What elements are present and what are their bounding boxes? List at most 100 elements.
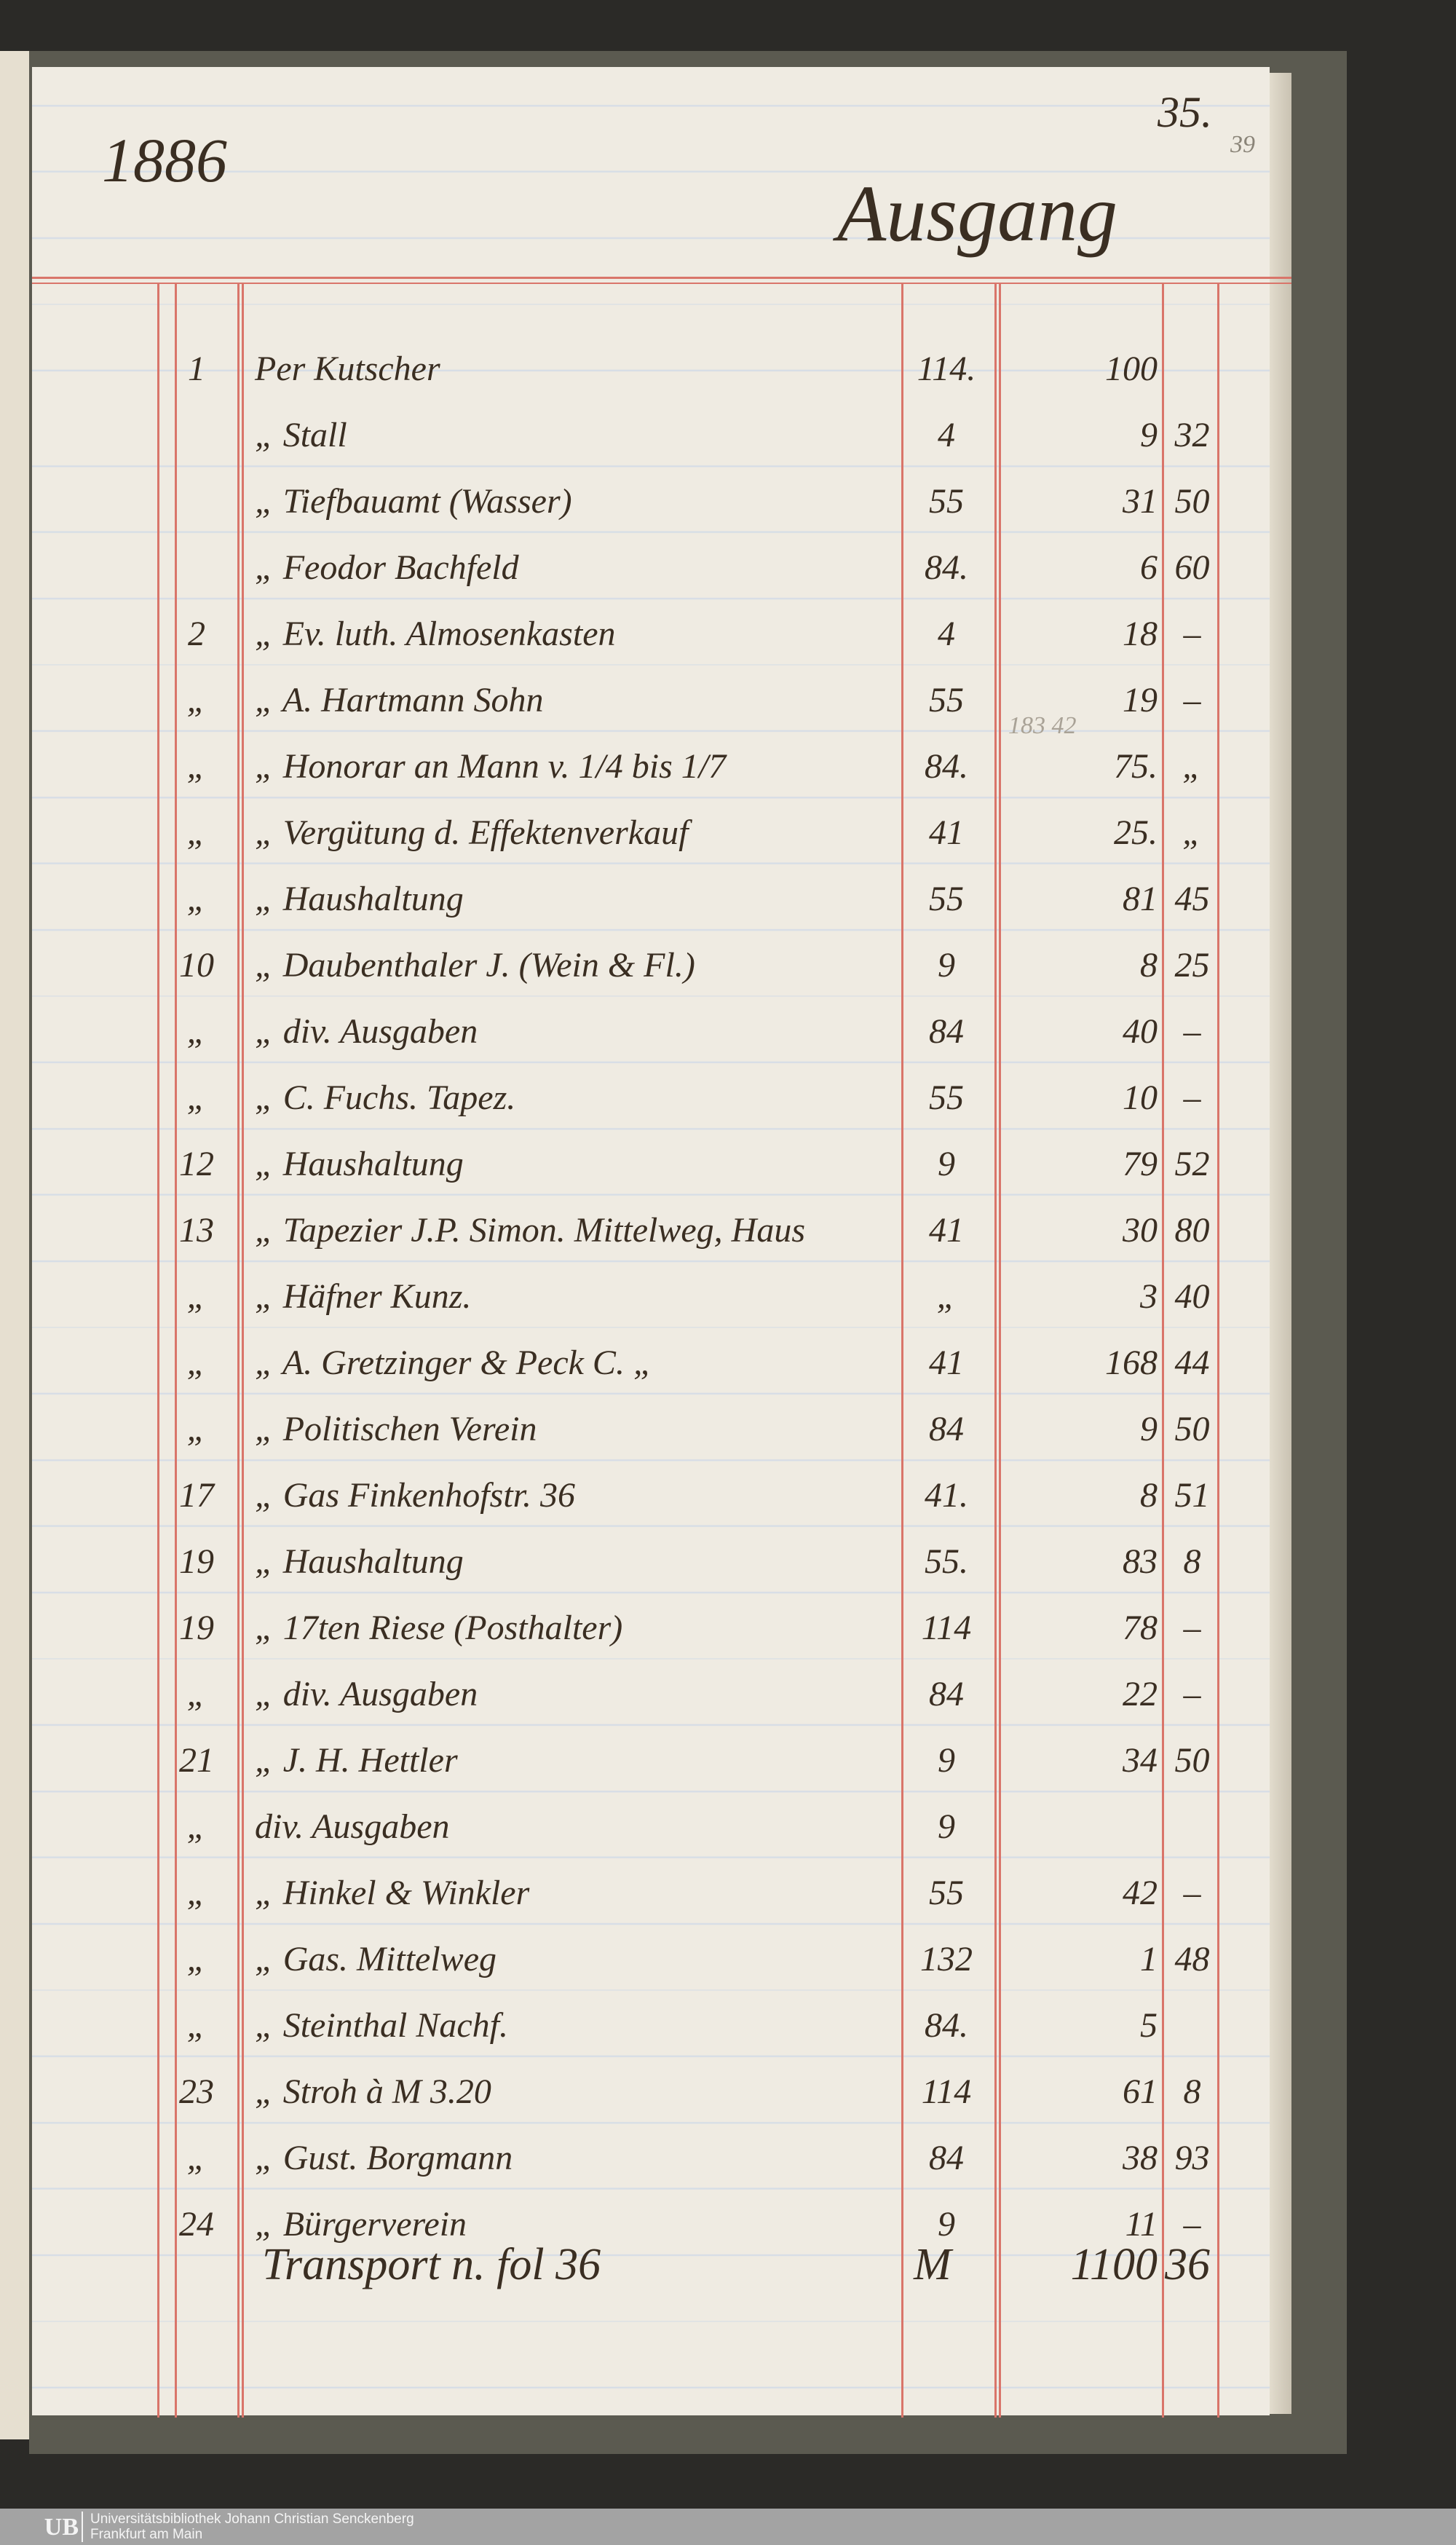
row-pfennig: 50 [1174, 1410, 1210, 1448]
header-rule-2 [32, 283, 1291, 284]
ledger-row: „ „ Steinthal Nachf. 84. 5 [0, 1990, 1281, 2056]
row-marks: 100 [1105, 350, 1158, 388]
ledger-row: 17 „ Gas Finkenhofstr. 36 41. 8 51 [0, 1460, 1281, 1526]
row-folio: 55. [925, 1542, 968, 1581]
row-description: „ Honorar an Mann v. 1/4 bis 1/7 [255, 747, 727, 786]
row-date: 2 [188, 615, 205, 653]
row-folio: 9 [938, 946, 955, 985]
row-pfennig: 25 [1174, 946, 1210, 985]
ledger-row: 1 Per Kutscher 114. 100 [0, 334, 1281, 400]
ledger-row: „ „ div. Ausgaben 84 22– [0, 1659, 1281, 1725]
row-marks: 22 [1123, 1675, 1158, 1713]
column-rule [242, 284, 244, 2418]
row-pfennig: 48 [1174, 1940, 1210, 1978]
transport-currency: M [914, 2240, 951, 2289]
library-logo: UB [4, 2512, 83, 2542]
row-pfennig: 50 [1174, 482, 1210, 521]
column-rule [157, 284, 159, 2418]
ledger-row: 10 „ Daubenthaler J. (Wein & Fl.) 9 8 25 [0, 930, 1281, 996]
row-marks: 1 [1140, 1940, 1158, 1978]
row-marks: 79 [1123, 1145, 1158, 1183]
row-date: 19 [179, 1542, 214, 1581]
ledger-row: „ „ Häfner Kunz. „ 3 40 [0, 1261, 1281, 1327]
row-date: „ [186, 1410, 207, 1448]
row-pfennig: – [1183, 1675, 1201, 1713]
row-date: 10 [179, 946, 214, 985]
row-folio: 132 [920, 1940, 973, 1978]
row-folio: 84 [929, 1675, 964, 1713]
row-folio: 41 [929, 1211, 964, 1250]
row-description: „ Haushaltung [255, 880, 464, 918]
row-description: „ Hinkel & Winkler [255, 1874, 530, 1912]
row-date: 13 [179, 1211, 214, 1250]
row-description: „ Feodor Bachfeld [255, 548, 519, 587]
row-folio: 4 [938, 615, 955, 653]
row-pfennig: – [1183, 1078, 1201, 1117]
row-description: „ Steinthal Nachf. [255, 2006, 508, 2045]
row-folio: 55 [929, 880, 964, 918]
row-pfennig: 8 [1183, 2072, 1201, 2111]
row-description: div. Ausgaben [255, 1807, 450, 1846]
ledger-row: „ „ A. Hartmann Sohn 55 19– [0, 665, 1281, 731]
row-description: „ Bürgerverein [255, 2205, 467, 2244]
row-marks: 6 [1140, 548, 1158, 587]
ledger-row: „ „ Hinkel & Winkler 55 42– [0, 1858, 1281, 1924]
row-date: 1 [188, 350, 205, 388]
row-description: „ Politischen Verein [255, 1410, 537, 1448]
ledger-row: „ „ Gas. Mittelweg 132 1 48 [0, 1924, 1281, 1990]
column-rule [1217, 284, 1219, 2418]
row-description: „ A. Hartmann Sohn [255, 681, 544, 719]
row-description: „ div. Ausgaben [255, 1675, 478, 1713]
row-marks: 168 [1105, 1343, 1158, 1382]
row-date: „ [186, 1343, 207, 1382]
column-rule [901, 284, 903, 2418]
row-folio: 9 [938, 1741, 955, 1780]
pencil-note: 183 42 [1008, 712, 1077, 739]
row-folio: 55 [929, 1874, 964, 1912]
row-marks: 31 [1123, 482, 1158, 521]
ledger-row: „ „ C. Fuchs. Tapez. 55 10– [0, 1062, 1281, 1129]
row-folio: 55 [929, 482, 964, 521]
row-date: „ [186, 2006, 207, 2045]
row-date: „ [186, 1807, 207, 1846]
row-folio: 41 [929, 813, 964, 852]
row-description: „ Stall [255, 416, 347, 454]
row-folio: 4 [938, 416, 955, 454]
row-folio: 114. [917, 350, 976, 388]
row-pfennig: – [1183, 1012, 1201, 1051]
row-description: „ Vergütung d. Effektenverkauf [255, 813, 689, 852]
transport-marks: 1100 [1070, 2240, 1158, 2289]
row-pfennig: 51 [1174, 1476, 1210, 1515]
ledger-row: „ „ Haushaltung 55 81 45 [0, 864, 1281, 930]
ledger-row: „ „ Vergütung d. Effektenverkauf 41 25. „ [0, 797, 1281, 864]
transport-pf: 36 [1165, 2240, 1210, 2289]
row-description: „ Tiefbauamt (Wasser) [255, 482, 572, 521]
row-date: „ [186, 1277, 207, 1316]
row-folio: 9 [938, 1807, 955, 1846]
row-marks: 83 [1123, 1542, 1158, 1581]
transport-label: Transport n. fol 36 [262, 2240, 601, 2289]
row-marks: 30 [1123, 1211, 1158, 1250]
row-folio: 84. [925, 747, 968, 786]
row-description: „ J. H. Hettler [255, 1741, 458, 1780]
row-pfennig: – [1183, 1609, 1201, 1647]
ledger-row: 23 „ Stroh à M 3.20 114 61 8 [0, 2056, 1281, 2123]
row-pfennig: – [1183, 2205, 1201, 2244]
column-rule [994, 284, 997, 2418]
pencil-page-number: 39 [1230, 131, 1255, 158]
row-description: „ Haushaltung [255, 1542, 464, 1581]
column-rule [999, 284, 1001, 2418]
row-folio: 41 [929, 1343, 964, 1382]
ledger-row: 19 „ 17ten Riese (Posthalter) 114 78– [0, 1593, 1281, 1659]
row-pfennig: 52 [1174, 1145, 1210, 1183]
row-folio: 9 [938, 1145, 955, 1183]
row-folio: 84. [925, 548, 968, 587]
page-edges [1270, 73, 1291, 2414]
row-marks: 34 [1123, 1741, 1158, 1780]
row-pfennig: 60 [1174, 548, 1210, 587]
page-title: Ausgang [837, 169, 1117, 258]
row-pfennig: 45 [1174, 880, 1210, 918]
row-folio: 114 [921, 1609, 972, 1647]
ledger-row: „ „ Politischen Verein 84 9 50 [0, 1394, 1281, 1460]
row-description: „ Tapezier J.P. Simon. Mittelweg, Haus [255, 1211, 806, 1250]
